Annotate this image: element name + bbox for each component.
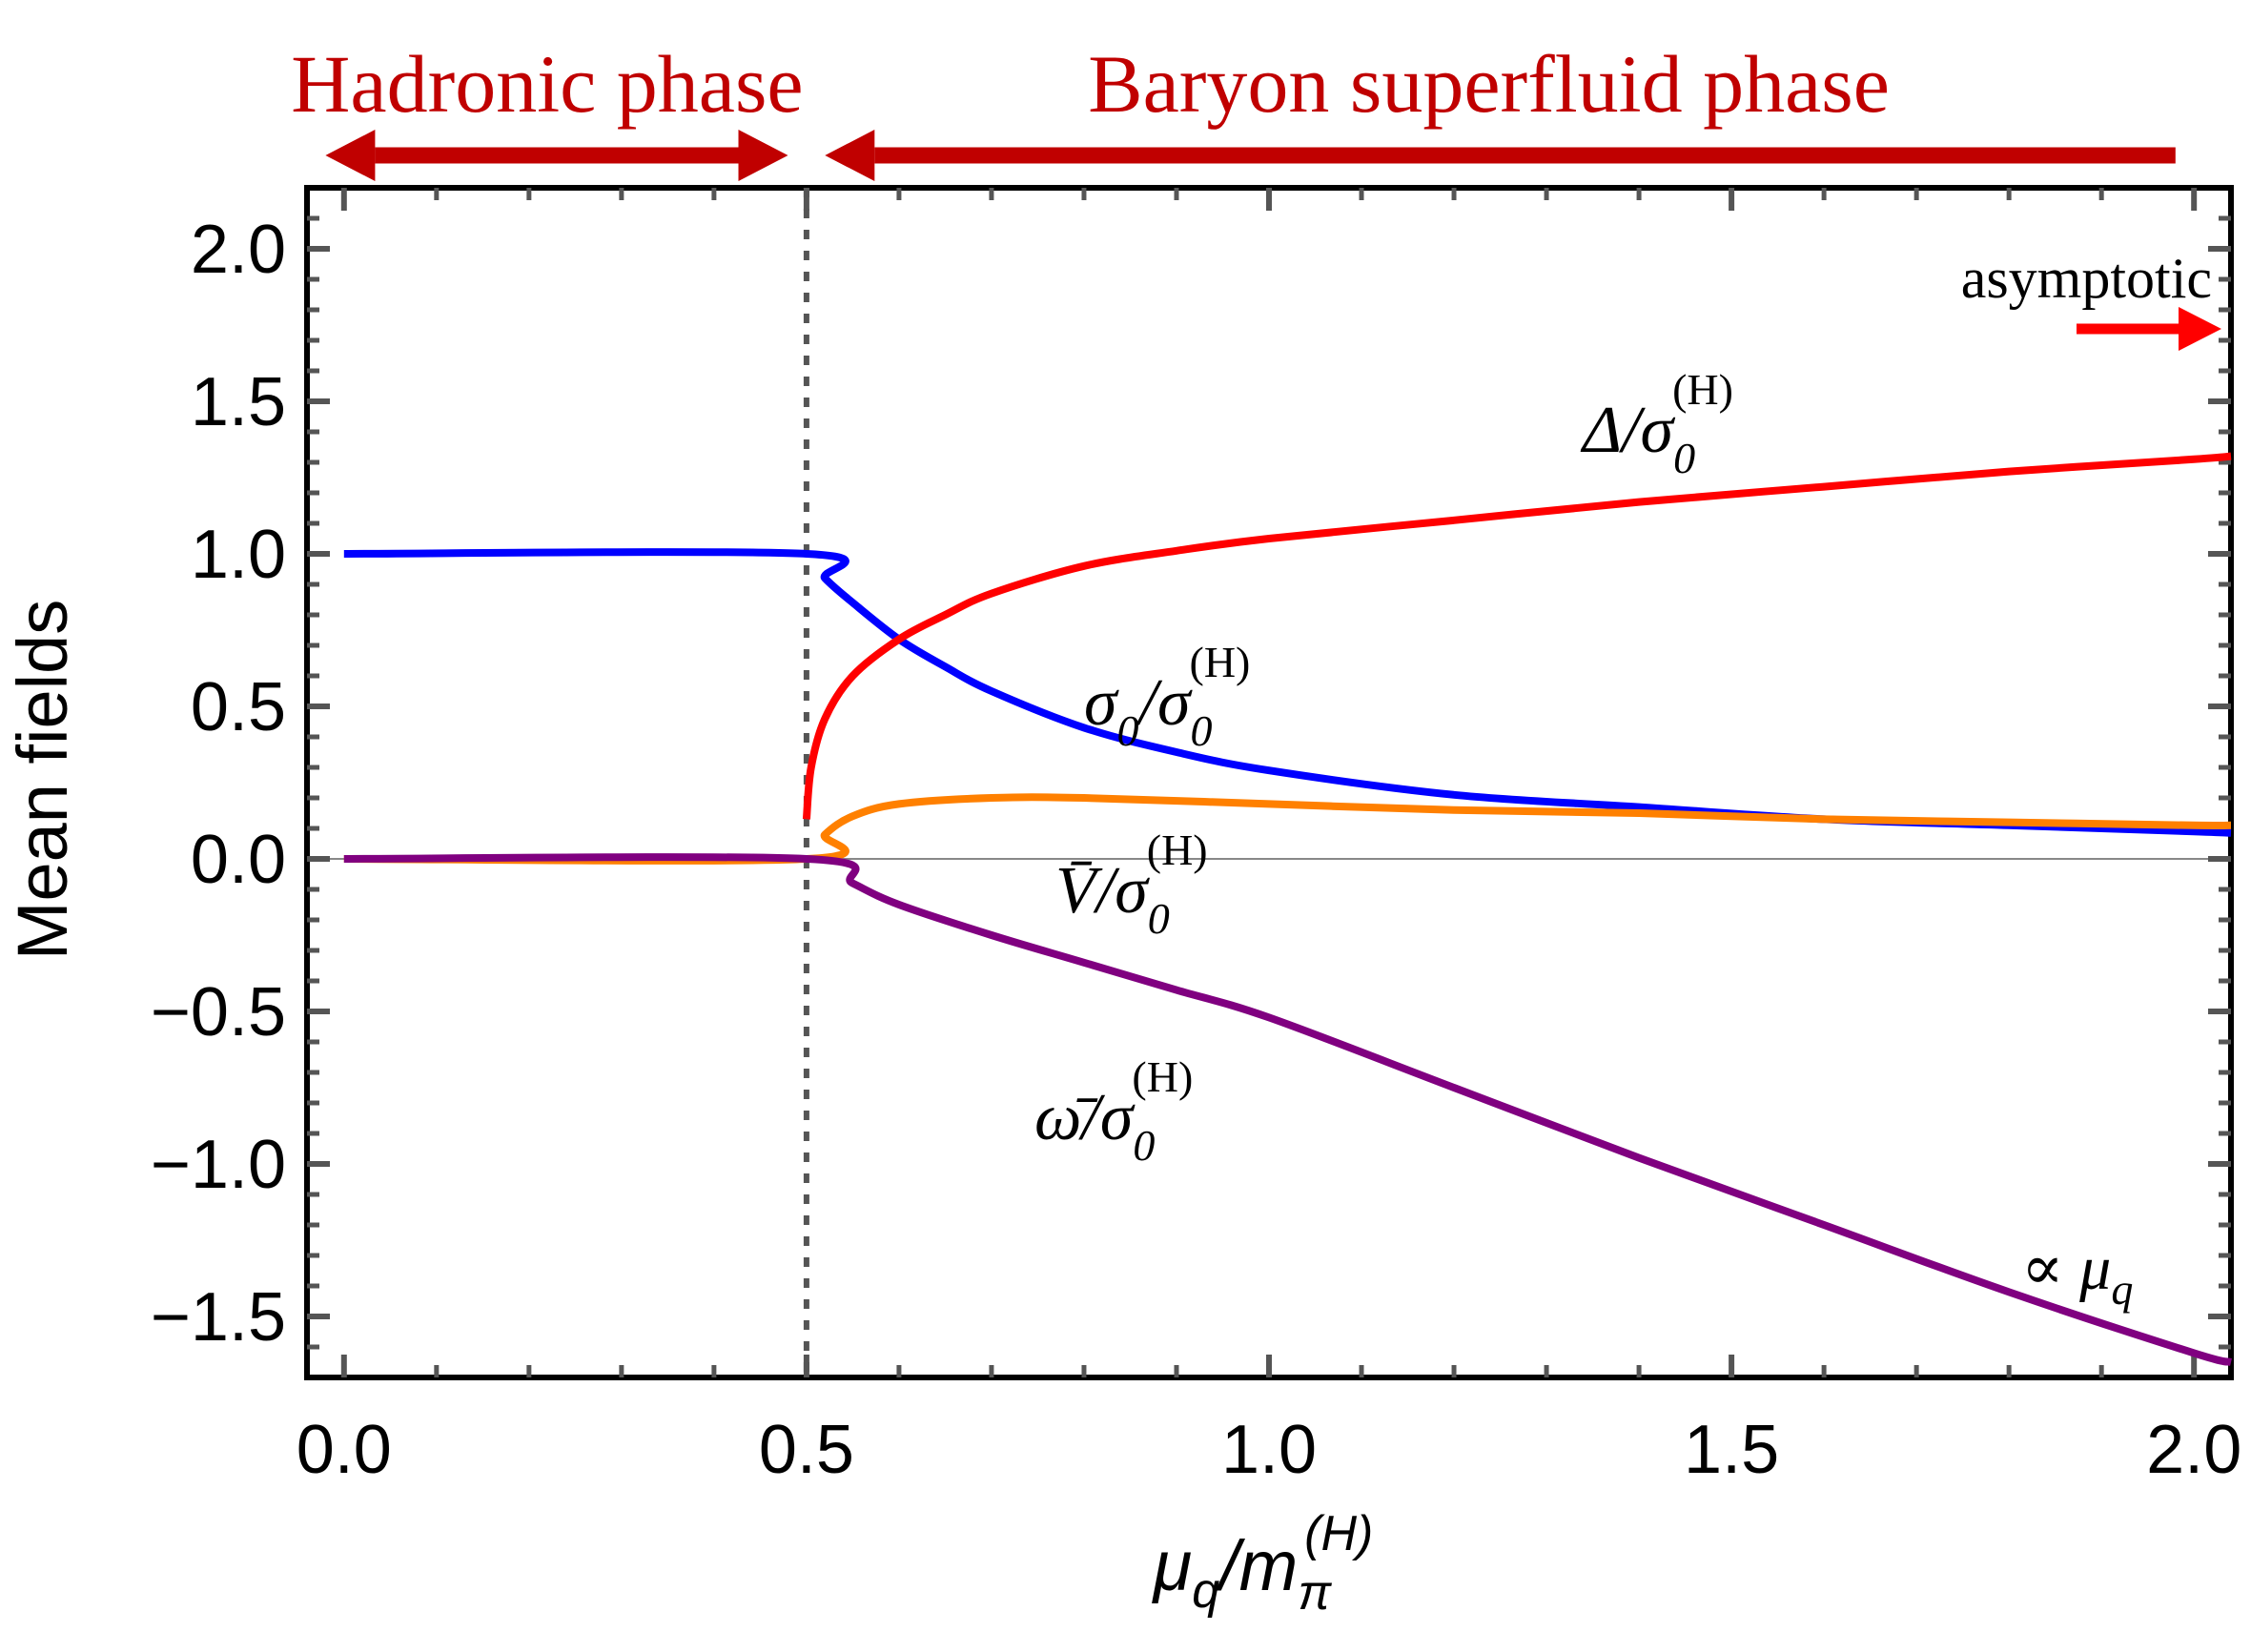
omegabar-annotation: ω̄/σ0(H) xyxy=(1034,1052,1193,1170)
y-axis-label: Mean fields xyxy=(3,600,82,960)
hadronic-phase-label: Hadronic phase xyxy=(291,38,803,130)
vbar-annotation: V̄/σ0(H) xyxy=(1055,826,1208,943)
x-tick-label: 2.0 xyxy=(2146,1412,2241,1488)
series-line-omegabar xyxy=(343,853,2232,1366)
asymptotic-label: asymptotic xyxy=(1961,247,2212,310)
y-tick-label: 2.0 xyxy=(191,212,286,288)
axis-ticks: 0.0 0.5 1.0 1.5 2.0 2.0 1.5 1.0 0.5 0.0 −0.5 −1.0 −1… xyxy=(151,188,2241,1488)
asymptotic-arrow xyxy=(2077,307,2221,351)
hadronic-phase-arrow: Hadronic phase xyxy=(291,38,804,181)
plot-frame xyxy=(304,185,2234,1380)
curve-annotations: asymptotic Δ/σ0(H) σ0/σ0(H) V̄/σ0(H) ω̄/σ0(H… xyxy=(1034,247,2221,1314)
superfluid-phase-arrow: Baryon superfluid phase xyxy=(825,38,2176,181)
series-line-sigma0 xyxy=(343,548,2232,837)
series-line-delta xyxy=(802,452,2232,820)
delta-annotation: Δ/σ0(H) xyxy=(1580,365,1733,482)
series-lines xyxy=(343,452,2232,1366)
x-tick-label: 0.5 xyxy=(759,1412,854,1488)
y-tick-label: −1.5 xyxy=(151,1279,286,1356)
x-tick-label: 0.0 xyxy=(297,1412,392,1488)
proportional-annotation: ∝ μq xyxy=(2021,1234,2133,1314)
y-tick-label: 0.0 xyxy=(191,822,286,898)
y-tick-label: 1.0 xyxy=(191,517,286,593)
sigma0-annotation: σ0/σ0(H) xyxy=(1084,638,1250,755)
phase-bands: Hadronic phase Baryon superfluid phase xyxy=(291,38,2176,181)
y-tick-label: −0.5 xyxy=(151,974,286,1050)
series-line-vbar xyxy=(343,793,2232,865)
x-tick-label: 1.5 xyxy=(1684,1412,1779,1488)
x-axis-label: μq/mπ(H) xyxy=(1152,1506,1374,1621)
x-tick-label: 1.0 xyxy=(1221,1412,1317,1488)
y-tick-label: 0.5 xyxy=(191,669,286,745)
plot-border xyxy=(304,185,2234,1380)
y-tick-label: −1.0 xyxy=(151,1127,286,1203)
superfluid-phase-label: Baryon superfluid phase xyxy=(1088,38,1890,130)
y-tick-label: 1.5 xyxy=(191,364,286,440)
